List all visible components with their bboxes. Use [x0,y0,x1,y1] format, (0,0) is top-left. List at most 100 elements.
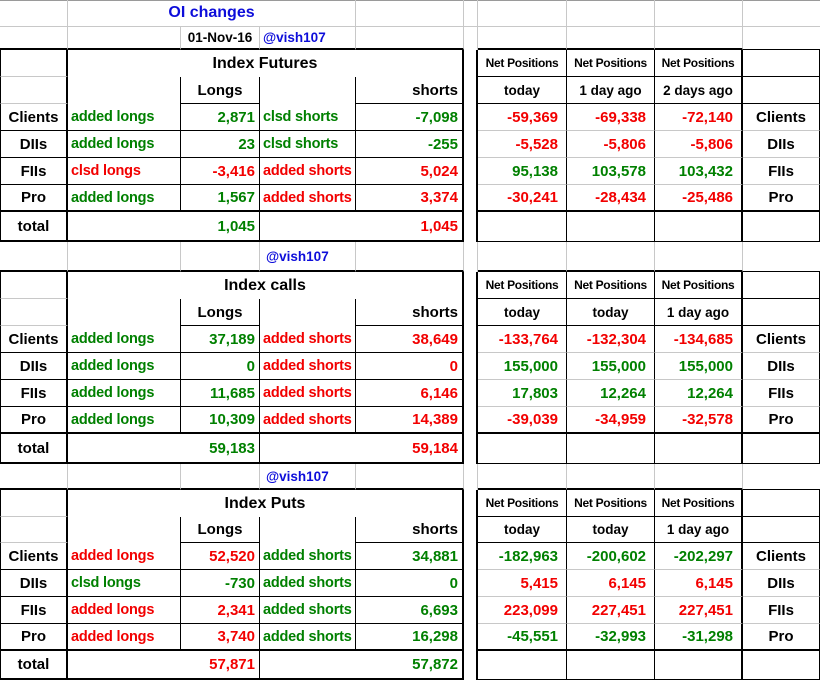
grid-cell [655,0,743,27]
grid-cell [567,434,655,464]
calls-diis-short-action: added shorts [260,353,356,380]
grid-cell [464,158,478,185]
puts-right-row-label-diis: DIIs [743,570,820,597]
futures-fiis-net-value-2: 103,432 [655,158,743,185]
grid-cell [68,242,181,272]
futures-pro-net-value-0: -30,241 [478,185,567,212]
puts-fiis-net-value-0: 223,099 [478,597,567,624]
grid-cell [464,651,478,680]
calls-row-label-diis: DIIs [0,353,68,380]
calls-total-short-value: 59,184 [260,434,464,464]
calls-fiis-net-value-2: 12,264 [655,380,743,407]
futures-diis-net-value-1: -5,806 [567,131,655,158]
grid-cell [68,77,181,104]
puts-clients-net-value-2: -202,297 [655,543,743,570]
futures-clients-net-value-0: -59,369 [478,104,567,131]
grid-cell [464,0,478,27]
puts-handle[interactable]: @vish107 [260,464,356,490]
grid-cell [464,299,478,326]
calls-fiis-long-action: added longs [68,380,181,407]
grid-cell [743,0,820,27]
sheet-handle[interactable]: @vish107 [260,27,356,50]
calls-fiis-short-action: added shorts [260,380,356,407]
grid-cell [464,326,478,353]
puts-diis-net-value-2: 6,145 [655,570,743,597]
grid-cell [478,27,567,50]
calls-clients-net-value-2: -134,685 [655,326,743,353]
calls-row-label-fiis: FIIs [0,380,68,407]
calls-net-subheader-2: 1 day ago [655,299,743,326]
grid-cell [260,517,356,543]
grid-cell [0,77,68,104]
puts-right-row-label-clients: Clients [743,543,820,570]
futures-pro-short-action: added shorts [260,185,356,212]
futures-longs-header: Longs [181,77,260,104]
grid-cell [68,299,181,326]
grid-cell [0,490,68,517]
puts-clients-net-value-0: -182,963 [478,543,567,570]
futures-net-positions-header-2: Net Positions [655,50,743,77]
calls-section-title: Index calls [68,272,464,299]
futures-diis-short-action: clsd shorts [260,131,356,158]
puts-net-positions-header-2: Net Positions [655,490,743,517]
futures-fiis-short-value: 5,024 [356,158,464,185]
futures-fiis-short-action: added shorts [260,158,356,185]
grid-cell [743,50,820,77]
puts-diis-net-value-1: 6,145 [567,570,655,597]
futures-clients-short-value: -7,098 [356,104,464,131]
grid-cell [567,212,655,242]
calls-pro-net-value-0: -39,039 [478,407,567,434]
grid-cell [743,434,820,464]
calls-net-positions-header-1: Net Positions [567,272,655,299]
grid-cell [181,242,260,272]
grid-cell [655,434,743,464]
calls-diis-net-value-0: 155,000 [478,353,567,380]
puts-net-positions-header-0: Net Positions [478,490,567,517]
futures-diis-long-action: added longs [68,131,181,158]
futures-right-row-label-clients: Clients [743,104,820,131]
grid-cell [68,464,181,490]
puts-row-label-pro: Pro [0,624,68,651]
puts-clients-long-value: 52,520 [181,543,260,570]
futures-row-label-clients: Clients [0,104,68,131]
puts-diis-short-value: 0 [356,570,464,597]
calls-right-row-label-fiis: FIIs [743,380,820,407]
futures-pro-long-action: added longs [68,185,181,212]
grid-cell [464,131,478,158]
futures-diis-short-value: -255 [356,131,464,158]
futures-fiis-long-action: clsd longs [68,158,181,185]
puts-diis-net-value-0: 5,415 [478,570,567,597]
calls-total-label: total [0,434,68,464]
puts-fiis-short-value: 6,693 [356,597,464,624]
grid-cell [478,0,567,27]
puts-right-row-label-pro: Pro [743,624,820,651]
grid-cell [464,464,478,490]
grid-cell [743,651,820,680]
calls-net-positions-header-2: Net Positions [655,272,743,299]
grid-cell [567,27,655,50]
puts-total-long-value: 57,871 [68,651,260,680]
grid-cell [260,77,356,104]
grid-cell [743,490,820,517]
futures-clients-net-value-1: -69,338 [567,104,655,131]
calls-fiis-long-value: 11,685 [181,380,260,407]
grid-cell [181,464,260,490]
grid-cell [567,464,655,490]
futures-total-short-value: 1,045 [260,212,464,242]
futures-net-positions-header-0: Net Positions [478,50,567,77]
grid-cell [655,651,743,680]
futures-pro-short-value: 3,374 [356,185,464,212]
futures-fiis-net-value-0: 95,138 [478,158,567,185]
puts-clients-net-value-1: -200,602 [567,543,655,570]
calls-right-row-label-diis: DIIs [743,353,820,380]
grid-cell [464,242,478,272]
calls-net-subheader-1: today [567,299,655,326]
grid-cell [260,299,356,326]
puts-fiis-net-value-2: 227,451 [655,597,743,624]
calls-net-positions-header-0: Net Positions [478,272,567,299]
calls-clients-net-value-1: -132,304 [567,326,655,353]
grid-cell [464,380,478,407]
calls-handle[interactable]: @vish107 [260,242,356,272]
puts-right-row-label-fiis: FIIs [743,597,820,624]
grid-cell [68,517,181,543]
